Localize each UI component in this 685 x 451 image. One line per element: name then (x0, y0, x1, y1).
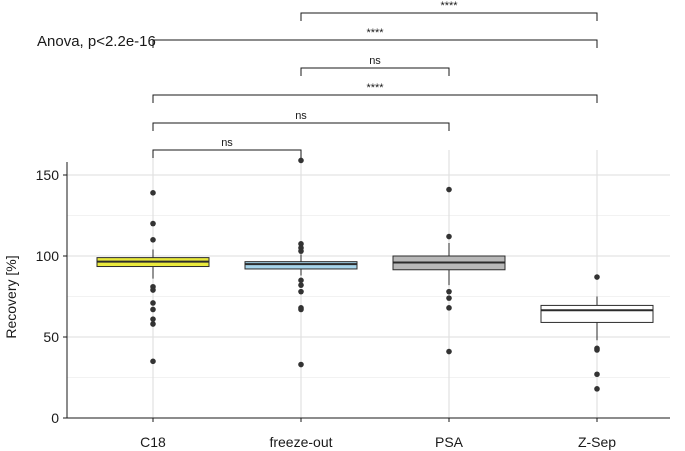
outlier-point (594, 274, 600, 280)
outlier-point (446, 305, 452, 311)
box-group-freeze-out (244, 157, 358, 368)
significance-label: ns (369, 55, 381, 67)
outlier-point (150, 220, 156, 227)
outlier-point (446, 233, 452, 240)
box-layer (96, 157, 654, 392)
x-tick-label: C18 (140, 434, 166, 450)
outlier-point (298, 282, 304, 288)
outlier-point (594, 347, 600, 353)
bracket-line (152, 94, 598, 103)
bracket-line (152, 122, 450, 131)
significance-label: ns (295, 110, 307, 122)
box-group-z-sep (540, 274, 654, 392)
bracket-line (300, 12, 598, 21)
significance-label: **** (366, 27, 384, 39)
significance-label: **** (366, 82, 384, 94)
box-iqr (244, 261, 358, 270)
axis-layer: 0 50 100 150 C18 freeze-out PSA Z-Sep (36, 162, 670, 450)
comparison-brackets: **** **** ns **** ns ns (152, 0, 598, 158)
outlier-point (150, 358, 156, 365)
anova-label: Anova, p<2.2e-16 (37, 33, 156, 50)
comparison-bracket: ns (152, 137, 302, 158)
bracket-line (152, 149, 302, 158)
outlier-point (298, 157, 304, 164)
x-tick-label: PSA (435, 434, 464, 450)
y-axis-title: Recovery [%] (3, 255, 19, 338)
x-tick-label: freeze-out (269, 434, 332, 450)
y-tick-label: 50 (43, 329, 59, 345)
outlier-point (446, 295, 452, 301)
outlier-point (150, 237, 156, 243)
x-tick-label: Z-Sep (578, 434, 616, 450)
outlier-point (446, 348, 452, 355)
box-group-c18 (96, 190, 210, 365)
significance-label: **** (440, 0, 458, 12)
bracket-line (152, 39, 598, 48)
grid-layer (67, 150, 670, 419)
outlier-point (150, 190, 156, 196)
box-group-psa (392, 186, 506, 355)
y-tick-label: 150 (36, 167, 60, 183)
outlier-point (150, 287, 156, 293)
outlier-point (150, 321, 156, 327)
outlier-point (150, 306, 156, 313)
comparison-bracket: **** (300, 0, 598, 21)
comparison-bracket: ns (152, 110, 450, 131)
outlier-point (446, 186, 452, 193)
y-tick-label: 100 (36, 248, 60, 264)
outlier-point (150, 316, 156, 322)
comparison-bracket: **** (152, 82, 598, 103)
comparison-bracket: **** (152, 27, 598, 48)
outlier-point (594, 386, 600, 392)
outlier-point (150, 300, 156, 306)
bracket-line (300, 67, 450, 76)
outlier-point (298, 248, 304, 254)
y-tick-label: 0 (51, 410, 59, 426)
outlier-point (594, 371, 600, 378)
outlier-point (298, 241, 304, 247)
outlier-point (298, 306, 304, 313)
outlier-point (298, 277, 304, 284)
outlier-point (298, 288, 304, 295)
outlier-point (446, 288, 452, 295)
significance-label: ns (221, 137, 233, 149)
box-iqr (540, 304, 654, 323)
comparison-bracket: ns (300, 55, 450, 76)
outlier-point (298, 361, 304, 368)
